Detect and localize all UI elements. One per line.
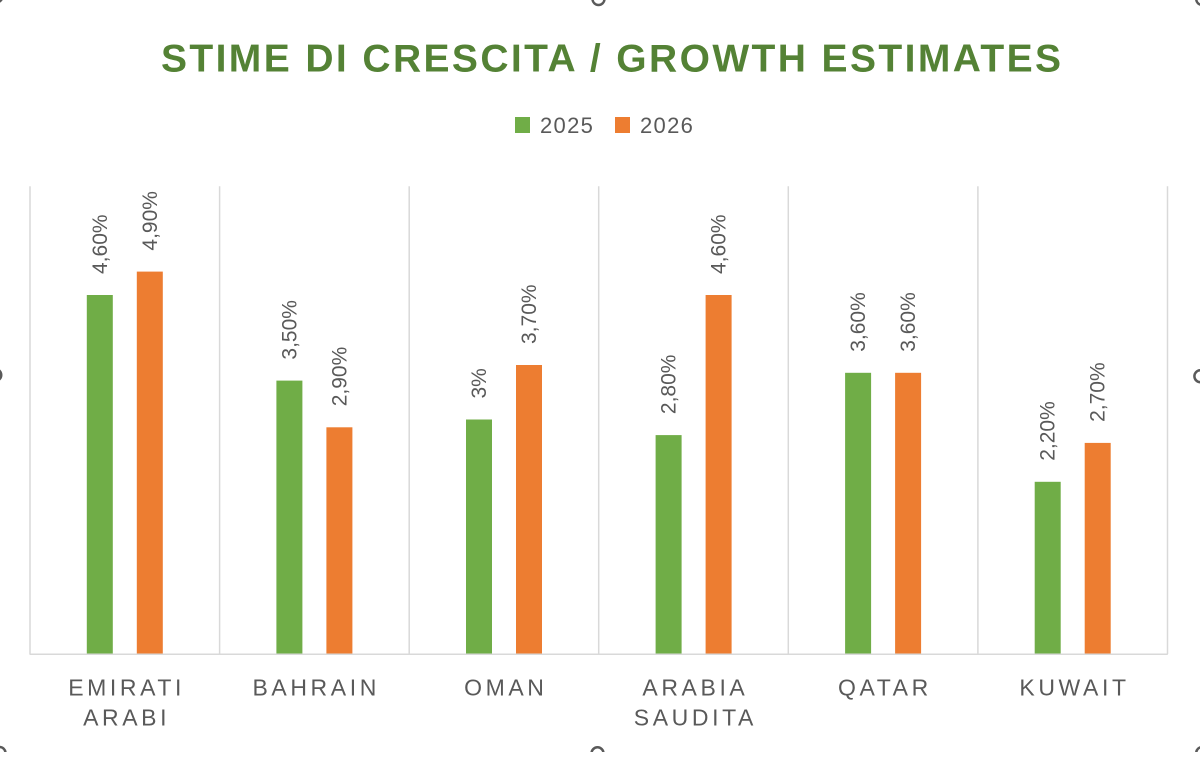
svg-text:SAUDITA: SAUDITA <box>634 705 757 731</box>
svg-text:3,60%: 3,60% <box>897 292 920 352</box>
svg-text:4,60%: 4,60% <box>708 214 731 274</box>
svg-text:3,60%: 3,60% <box>847 292 870 352</box>
svg-text:KUWAIT: KUWAIT <box>1019 675 1129 701</box>
svg-text:4,90%: 4,90% <box>139 191 162 251</box>
svg-text:BAHRAIN: BAHRAIN <box>252 675 379 701</box>
svg-text:EMIRATI: EMIRATI <box>68 675 185 701</box>
svg-text:ARABI: ARABI <box>83 705 170 731</box>
svg-text:3,70%: 3,70% <box>518 284 541 344</box>
svg-text:OMAN: OMAN <box>464 675 547 701</box>
svg-text:2025: 2025 <box>540 113 594 138</box>
svg-text:4,60%: 4,60% <box>89 214 112 274</box>
svg-text:3,50%: 3,50% <box>278 300 301 360</box>
svg-text:2026: 2026 <box>640 113 694 138</box>
svg-text:2,80%: 2,80% <box>658 355 681 415</box>
svg-text:3%: 3% <box>468 368 491 398</box>
svg-text:2,90%: 2,90% <box>328 347 351 407</box>
svg-text:STIME DI CRESCITA / GROWTH EST: STIME DI CRESCITA / GROWTH ESTIMATES <box>161 38 1064 81</box>
svg-text:2,20%: 2,20% <box>1037 401 1060 461</box>
svg-text:QATAR: QATAR <box>838 675 932 701</box>
svg-text:ARABIA: ARABIA <box>642 675 748 701</box>
svg-text:2,70%: 2,70% <box>1087 362 1110 422</box>
